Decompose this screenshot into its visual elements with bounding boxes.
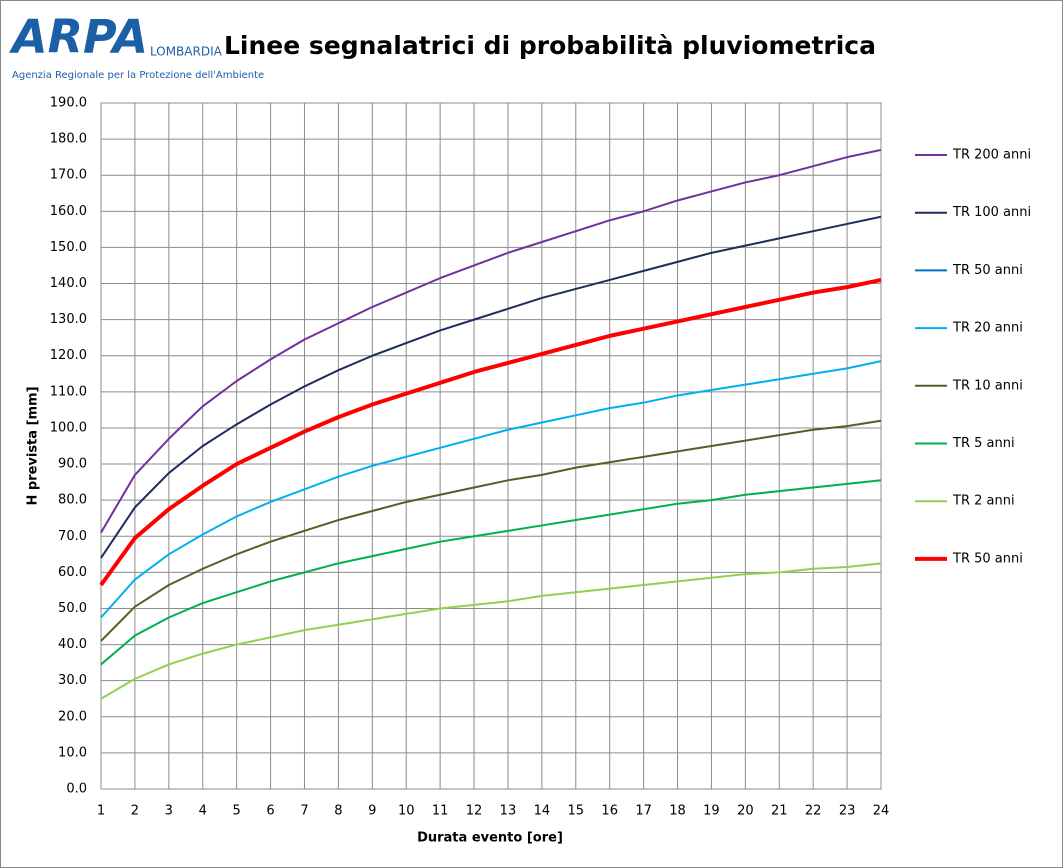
y-tick-label: 80.0 bbox=[58, 493, 87, 508]
legend-label: TR 100 anni bbox=[952, 205, 1031, 220]
legend-label: TR 20 anni bbox=[952, 321, 1023, 336]
y-tick-label: 70.0 bbox=[58, 529, 87, 544]
y-tick-label: 140.0 bbox=[50, 276, 87, 291]
x-tick-label: 6 bbox=[266, 804, 274, 819]
logo-agency: Agenzia Regionale per la Protezione dell… bbox=[12, 70, 264, 81]
x-tick-label: 21 bbox=[771, 804, 788, 819]
y-tick-label: 170.0 bbox=[50, 168, 87, 183]
x-tick-label: 22 bbox=[805, 804, 822, 819]
series-line bbox=[100, 215, 882, 559]
y-tick-label: 120.0 bbox=[50, 348, 87, 363]
x-tick-label: 13 bbox=[500, 804, 517, 819]
x-tick-label: 17 bbox=[635, 804, 652, 819]
y-tick-label: 160.0 bbox=[50, 204, 87, 219]
series-line bbox=[100, 360, 882, 619]
x-tick-label: 7 bbox=[300, 804, 308, 819]
y-tick-label: 100.0 bbox=[50, 420, 87, 435]
chart-title: Linee segnalatrici di probabilità pluvio… bbox=[224, 31, 876, 60]
x-tick-label: 20 bbox=[737, 804, 754, 819]
x-tick-label: 19 bbox=[703, 804, 720, 819]
y-tick-label: 40.0 bbox=[58, 637, 87, 652]
y-tick-label: 0.0 bbox=[66, 782, 87, 797]
y-tick-label: 20.0 bbox=[58, 709, 87, 724]
series-line bbox=[100, 148, 882, 534]
legend-label: TR 200 anni bbox=[952, 148, 1031, 163]
logo-region: LOMBARDIA bbox=[150, 45, 223, 59]
legend-label: TR 10 anni bbox=[952, 378, 1023, 393]
y-tick-label: 180.0 bbox=[50, 132, 87, 147]
series-line bbox=[100, 419, 882, 642]
legend-label: TR 50 anni bbox=[952, 551, 1023, 566]
y-tick-label: 10.0 bbox=[58, 745, 87, 760]
x-tick-label: 12 bbox=[466, 804, 483, 819]
series-line bbox=[100, 479, 882, 666]
x-tick-label: 14 bbox=[534, 804, 551, 819]
x-tick-label: 1 bbox=[97, 804, 105, 819]
series-line bbox=[99, 277, 882, 587]
x-axis-title: Durata evento [ore] bbox=[417, 831, 563, 846]
y-tick-label: 30.0 bbox=[58, 673, 87, 688]
y-tick-label: 150.0 bbox=[50, 240, 87, 255]
x-tick-label: 18 bbox=[669, 804, 686, 819]
x-tick-label: 24 bbox=[873, 804, 890, 819]
x-tick-label: 4 bbox=[199, 804, 207, 819]
x-tick-label: 11 bbox=[432, 804, 449, 819]
x-tick-label: 3 bbox=[165, 804, 173, 819]
y-tick-label: 50.0 bbox=[58, 601, 87, 616]
legend-label: TR 5 anni bbox=[952, 436, 1015, 451]
x-tick-label: 5 bbox=[233, 804, 241, 819]
y-tick-label: 90.0 bbox=[58, 457, 87, 472]
legend-label: TR 2 anni bbox=[952, 494, 1015, 509]
y-tick-label: 190.0 bbox=[50, 96, 87, 111]
x-tick-label: 9 bbox=[368, 804, 376, 819]
y-tick-label: 60.0 bbox=[58, 565, 87, 580]
x-tick-label: 8 bbox=[334, 804, 342, 819]
logo: ARPA LOMBARDIA Agenzia Regionale per la … bbox=[9, 10, 264, 82]
x-tick-label: 23 bbox=[839, 804, 856, 819]
series-line bbox=[100, 562, 882, 700]
y-axis-title: H prevista [mm] bbox=[26, 386, 41, 505]
x-tick-label: 10 bbox=[398, 804, 415, 819]
plot-border bbox=[100, 102, 882, 790]
y-tick-label: 110.0 bbox=[50, 384, 87, 399]
x-tick-label: 15 bbox=[568, 804, 585, 819]
legend-label: TR 50 anni bbox=[952, 263, 1023, 278]
x-tick-label: 16 bbox=[601, 804, 618, 819]
y-tick-label: 130.0 bbox=[50, 312, 87, 327]
x-tick-label: 2 bbox=[131, 804, 139, 819]
logo-mark: ARPA bbox=[9, 10, 148, 64]
